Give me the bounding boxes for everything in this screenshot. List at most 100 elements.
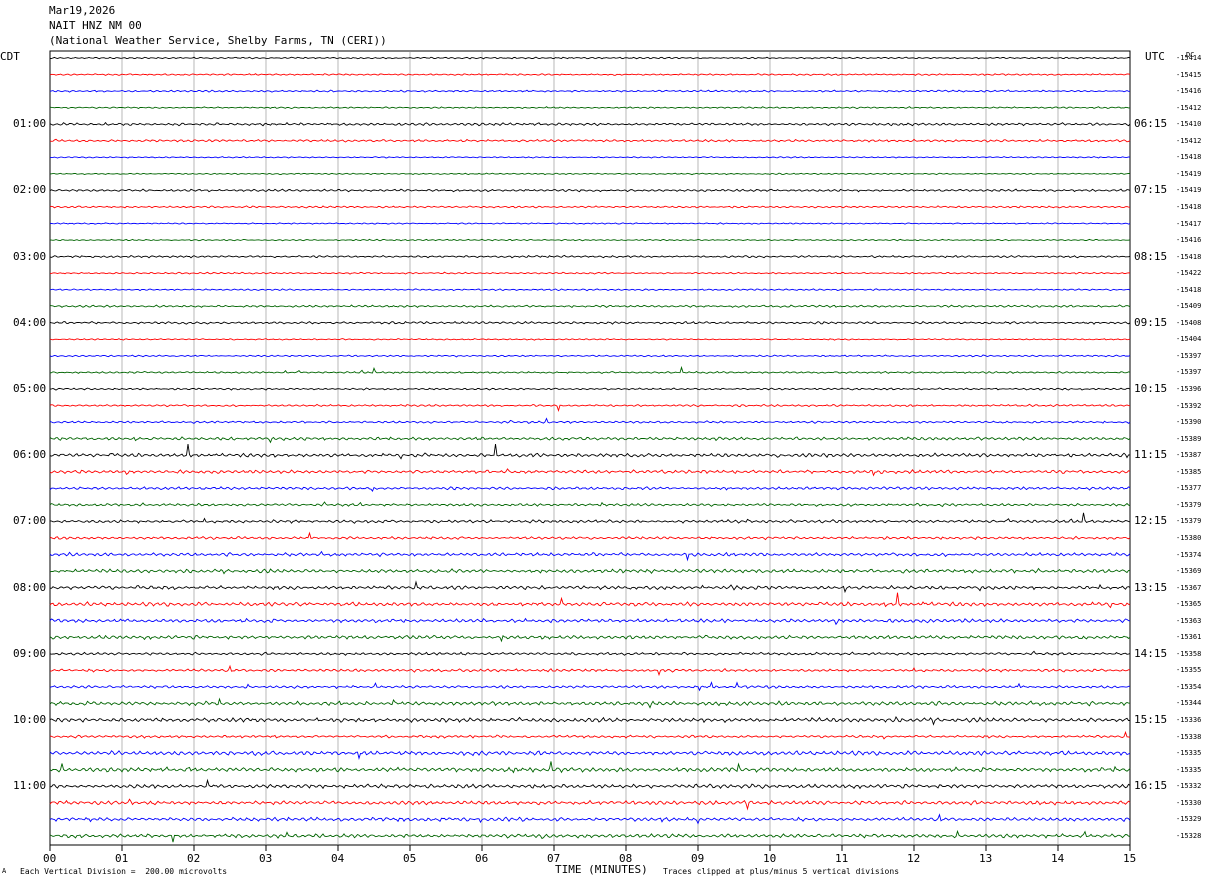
dc-offset-label: -15412 (1176, 103, 1202, 112)
plot-date: Mar19,2026 (49, 4, 116, 17)
seismic-trace (49, 56, 1131, 60)
dc-offset-label: -15392 (1176, 401, 1202, 410)
x-tick-label: 07 (547, 852, 561, 865)
dc-offset-label: -15358 (1176, 649, 1202, 658)
dc-offset-label: -15332 (1176, 782, 1202, 791)
seismic-trace (49, 138, 1131, 143)
x-axis-label: TIME (MINUTES) (555, 863, 648, 876)
dc-offset-label: -15419 (1176, 186, 1202, 195)
seismic-trace (49, 550, 1131, 562)
cdt-hour-label: 07:00 (13, 514, 47, 528)
utc-hour-label: 10:15 (1134, 382, 1168, 395)
seismic-trace (49, 681, 1131, 692)
seismic-trace (49, 567, 1131, 575)
seismic-trace (49, 222, 1131, 225)
dc-offset-label: -15416 (1176, 236, 1202, 245)
x-tick-label: 11 (835, 852, 849, 865)
dc-offset-label: -15329 (1176, 815, 1202, 824)
seismic-trace (49, 829, 1131, 843)
utc-hour-label: 13:15 (1134, 580, 1168, 594)
x-tick-label: 00 (43, 852, 57, 865)
cdt-hour-label: 06:00 (13, 448, 47, 462)
x-tick-label: 04 (331, 852, 345, 865)
dc-offset-label: -15367 (1176, 583, 1202, 592)
seismic-trace (49, 617, 1131, 626)
seismic-trace (49, 531, 1131, 541)
x-tick-label: 08 (619, 852, 633, 865)
vertical-division-note: Each Vertical Division = 200.00 microvol… (20, 867, 228, 876)
dc-offset-label: -15354 (1176, 682, 1202, 691)
cdt-hour-label: 09:00 (13, 646, 47, 660)
right-timezone-label: UTC (1145, 50, 1165, 63)
dc-offset-label: -15416 (1176, 87, 1202, 96)
utc-hour-label: 11:15 (1134, 448, 1168, 462)
x-tick-label: 13 (979, 852, 993, 865)
seismic-trace (50, 156, 1131, 159)
seismic-trace (49, 365, 1131, 375)
seismic-trace (49, 238, 1131, 242)
seismic-trace (49, 188, 1131, 193)
dc-offset-label: -15387 (1176, 451, 1202, 460)
seismic-trace (49, 778, 1131, 790)
dc-offset-label: -15404 (1176, 335, 1202, 344)
dc-offset-label: -15385 (1176, 467, 1202, 476)
seismic-trace (49, 468, 1131, 477)
dc-header-label: DC (1186, 51, 1195, 59)
cdt-hour-label: 05:00 (13, 382, 47, 395)
cdt-hour-label: 11:00 (13, 779, 47, 793)
corner-mark: A (2, 867, 7, 875)
cdt-hour-label: 04:00 (13, 315, 47, 329)
station-source: (National Weather Service, Shelby Farms,… (49, 34, 387, 47)
dc-offset-label: -15418 (1176, 285, 1202, 294)
dc-offset-label: -15417 (1176, 219, 1202, 228)
cdt-hour-label: 01:00 (13, 117, 47, 131)
dc-offset-label: -15344 (1176, 699, 1202, 708)
dc-offset-label: -15415 (1176, 70, 1202, 79)
dc-offset-label: -15363 (1176, 616, 1202, 625)
seismic-trace (49, 254, 1131, 259)
dc-offset-label: -15389 (1176, 434, 1202, 443)
seismic-trace (49, 387, 1131, 391)
utc-hour-label: 15:15 (1134, 713, 1168, 726)
dc-offset-label: -15418 (1176, 252, 1202, 261)
seismic-trace (49, 106, 1130, 110)
seismic-trace (49, 750, 1131, 760)
seismic-trace (49, 512, 1131, 524)
dc-offset-label: -15397 (1176, 368, 1202, 377)
x-tick-label: 06 (475, 852, 489, 865)
utc-hour-label: 14:15 (1134, 646, 1168, 660)
dc-offset-label: -15422 (1176, 269, 1202, 278)
dc-offset-label: -15379 (1176, 500, 1202, 509)
seismic-trace (49, 73, 1131, 77)
dc-offset-label: -15418 (1176, 153, 1202, 162)
dc-offset-label: -15390 (1176, 418, 1202, 427)
seismic-trace (49, 354, 1131, 358)
dc-offset-label: -15330 (1176, 798, 1202, 807)
cdt-hour-label: 08:00 (13, 580, 47, 594)
x-tick-label: 14 (1051, 852, 1065, 865)
dc-offset-label: -15355 (1176, 666, 1202, 675)
seismic-trace (49, 580, 1131, 594)
left-timezone-label: CDT (0, 50, 20, 63)
x-tick-label: 15 (1123, 852, 1137, 865)
seismic-trace (49, 730, 1131, 740)
plot-frame (49, 50, 1131, 846)
utc-hour-label: 08:15 (1134, 249, 1168, 263)
seismic-trace (49, 501, 1131, 508)
seismic-trace (49, 592, 1131, 609)
x-tick-label: 10 (763, 852, 777, 865)
seismic-trace (49, 664, 1131, 677)
seismic-trace (49, 304, 1131, 308)
dc-offset-label: -15397 (1176, 351, 1202, 360)
seismic-trace (49, 205, 1131, 209)
x-tick-label: 03 (259, 852, 273, 865)
seismic-trace (50, 271, 1131, 275)
dc-offset-label: -15377 (1176, 484, 1202, 493)
utc-hour-label: 09:15 (1134, 315, 1168, 329)
seismic-trace (49, 650, 1131, 656)
seismic-trace (49, 716, 1130, 726)
utc-hour-label: 12:15 (1134, 514, 1168, 528)
cdt-hour-label: 10:00 (13, 713, 47, 726)
dc-offset-label: -15335 (1176, 765, 1202, 774)
